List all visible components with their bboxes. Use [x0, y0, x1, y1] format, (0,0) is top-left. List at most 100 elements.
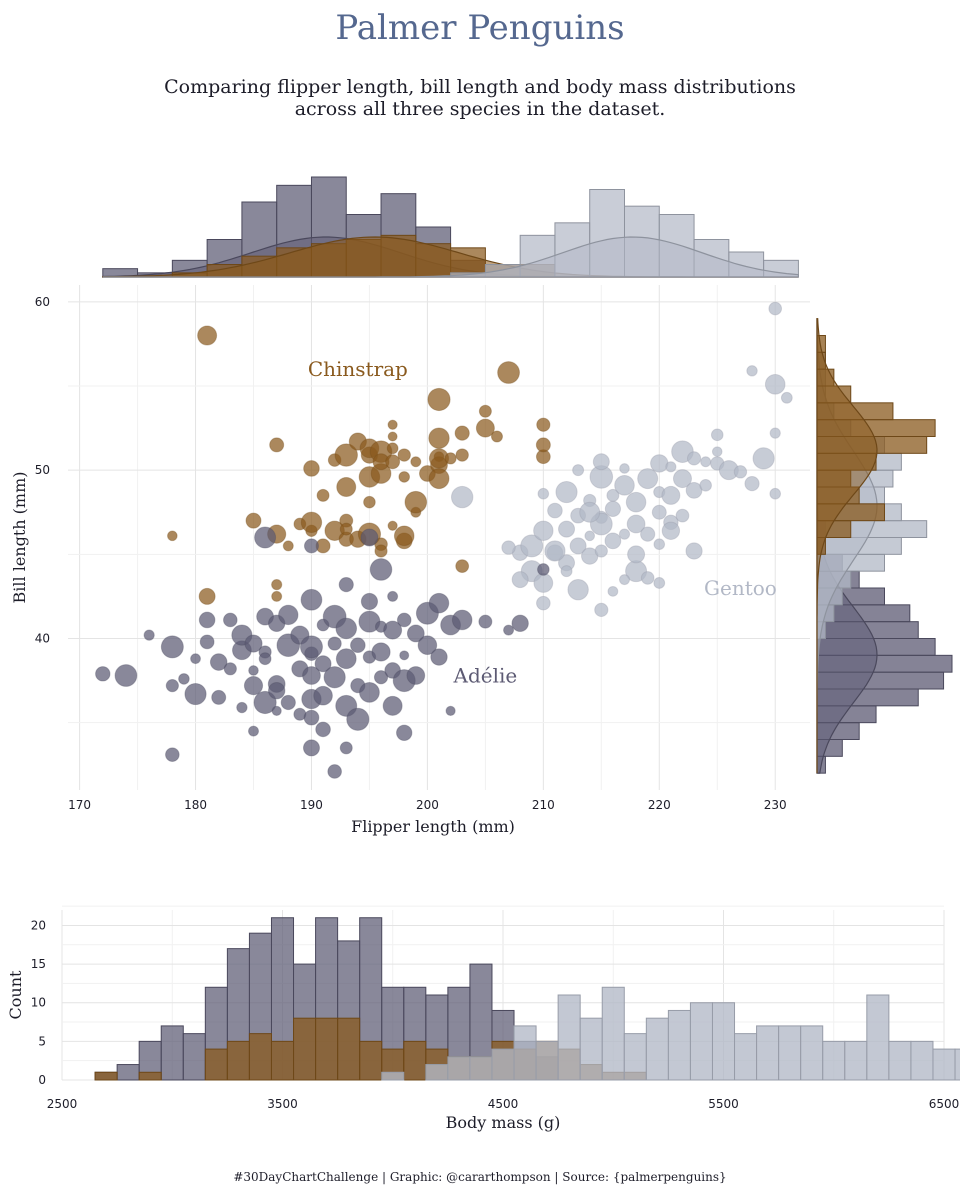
scatter-point	[143, 629, 155, 641]
scatter-point	[316, 488, 330, 502]
scatter-point	[640, 571, 655, 585]
histogram-bar	[866, 994, 890, 1081]
scatter-point	[478, 404, 492, 418]
scatter-point	[315, 721, 331, 738]
x-tick-label: 6500	[929, 1097, 960, 1111]
scatter-point	[160, 635, 184, 659]
scatter-point	[490, 430, 503, 443]
scatter-point	[454, 425, 470, 441]
scatter-point	[567, 578, 589, 601]
scatter-point	[385, 454, 401, 470]
scatter-point	[271, 590, 283, 602]
right-marginal	[816, 317, 953, 774]
scatter-point	[248, 725, 259, 737]
scatter-point	[710, 428, 724, 442]
scatter-point	[560, 565, 573, 578]
scatter-point	[450, 485, 474, 509]
scatter-point	[428, 468, 450, 490]
scatter-point	[382, 695, 403, 716]
scatter-point	[383, 620, 403, 640]
scatter-point	[536, 595, 551, 611]
scatter-point	[198, 587, 216, 605]
scatter-point	[746, 365, 758, 377]
scatter-point	[511, 614, 529, 633]
y-tick-label: 0	[38, 1073, 46, 1087]
scatter-point	[501, 540, 516, 555]
scatter-point	[95, 666, 111, 682]
x-tick-label: 4500	[488, 1097, 519, 1111]
scatter-point	[374, 544, 388, 558]
scatter-point	[404, 490, 428, 514]
scatter-point	[478, 614, 493, 629]
scatter-point	[733, 465, 748, 479]
scatter-point	[359, 681, 380, 703]
histogram-bar	[756, 1025, 780, 1081]
histogram-bar	[94, 1071, 118, 1081]
right-density-curve	[816, 318, 878, 774]
histogram-bar	[403, 1040, 427, 1081]
scatter-point	[244, 634, 263, 653]
histogram-bar	[711, 1002, 736, 1081]
scatter-point	[254, 526, 277, 549]
scatter-point	[335, 648, 357, 670]
scatter-point	[592, 453, 610, 471]
scatter-point	[199, 634, 215, 650]
scatter-point	[363, 495, 376, 509]
scatter-point	[661, 521, 681, 540]
scatter-point	[334, 443, 358, 467]
page-title: Palmer Penguins	[335, 8, 625, 48]
scatter-point	[780, 391, 793, 404]
scatter-point	[752, 447, 775, 470]
scatter-point	[497, 361, 520, 384]
histogram-bar	[425, 1064, 449, 1081]
histogram-bar	[248, 1033, 272, 1081]
scatter-point	[455, 559, 470, 574]
scatter-point	[386, 442, 399, 455]
scatter-point	[700, 456, 712, 468]
scatter-point	[665, 461, 677, 473]
scatter-point	[626, 514, 646, 534]
scatter-point	[387, 520, 398, 531]
scatter-point	[675, 508, 690, 523]
scatter-point	[314, 655, 332, 673]
scatter-point	[650, 454, 669, 473]
scatter-point	[406, 666, 426, 685]
series-label: Gentoo	[704, 576, 777, 600]
y-axis-title: Count	[6, 970, 25, 1019]
x-axis-title: Body mass (g)	[446, 1113, 561, 1132]
x-tick-label: 5500	[708, 1097, 739, 1111]
x-tick-label: 200	[416, 798, 439, 812]
scatter-point	[625, 491, 647, 513]
scatter-point	[300, 588, 323, 611]
x-axis-title: Flipper length (mm)	[351, 817, 515, 836]
series-label: Chinstrap	[308, 357, 408, 381]
scatter-point	[184, 682, 207, 706]
scatter-point	[594, 602, 609, 617]
scatter-point	[406, 624, 425, 643]
histogram-bar	[116, 1064, 140, 1081]
scatter-point	[619, 574, 630, 586]
scatter-point	[640, 526, 656, 542]
histogram-bar	[182, 1033, 206, 1081]
scatter-point	[769, 427, 781, 439]
x-tick-label: 2500	[47, 1097, 78, 1111]
scatter-point	[444, 452, 457, 465]
histogram-bar	[910, 1040, 934, 1081]
scatter-point	[428, 592, 450, 614]
subtitle-line: across all three species in the dataset.	[294, 98, 666, 120]
scatter-point	[323, 666, 346, 689]
histogram-bar	[557, 994, 581, 1081]
top-density-curve	[102, 236, 800, 278]
histogram-bar	[270, 1040, 295, 1081]
scatter-point	[604, 532, 622, 550]
scatter-point	[303, 538, 319, 554]
scatter-point	[503, 624, 515, 636]
histogram-bar	[689, 1002, 713, 1081]
histogram-bar	[315, 1017, 339, 1081]
scatter-point	[619, 463, 630, 474]
scatter-point	[533, 520, 554, 541]
page-subtitle: Comparing flipper length, bill length an…	[130, 76, 830, 120]
scatter-point	[661, 485, 681, 505]
scatter-point	[455, 448, 469, 462]
histogram-bar	[778, 1025, 802, 1081]
